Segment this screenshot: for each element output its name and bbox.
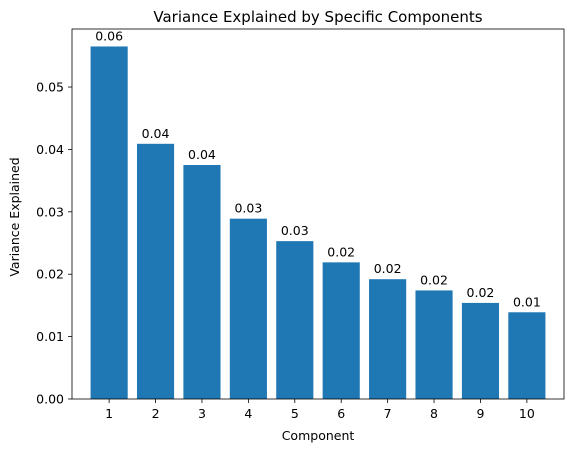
- bar-value-label: 0.03: [281, 223, 309, 238]
- y-tick-label: 0.00: [36, 392, 64, 407]
- data-labels-group: 0.06 0.04 0.04 0.03 0.03 0.02 0.02 0.02 0.02 0.01: [95, 28, 541, 309]
- x-tick-label: 2: [152, 406, 160, 421]
- x-axis-label: Component: [282, 428, 355, 443]
- x-tick-label: 3: [198, 406, 206, 421]
- y-axis-ticks: 0.00 0.01 0.02 0.03 0.04 0.05: [36, 80, 72, 407]
- bar-value-label: 0.04: [142, 126, 170, 141]
- bar: [322, 262, 360, 399]
- plot-frame: [71, 28, 565, 400]
- bar: [90, 46, 128, 399]
- bar-value-label: 0.02: [467, 285, 495, 300]
- bar-value-label: 0.02: [327, 244, 355, 259]
- y-axis-label: Variance Explained: [7, 157, 22, 276]
- bar: [136, 143, 175, 399]
- x-tick-label: 10: [519, 406, 535, 421]
- bar: [461, 302, 500, 399]
- x-tick-label: 5: [291, 406, 299, 421]
- x-tick-label: 8: [430, 406, 438, 421]
- y-tick-label: 0.05: [36, 80, 64, 95]
- bars-group: [90, 46, 546, 399]
- x-tick-label: 7: [384, 406, 392, 421]
- y-tick-label: 0.04: [36, 142, 64, 157]
- y-tick-label: 0.02: [36, 267, 64, 282]
- bar-value-label: 0.01: [513, 294, 541, 309]
- bar-value-label: 0.06: [95, 28, 123, 43]
- x-tick-label: 6: [337, 406, 345, 421]
- bar: [508, 312, 546, 399]
- chart-title: Variance Explained by Specific Component…: [153, 8, 482, 26]
- bar-value-label: 0.03: [234, 201, 262, 216]
- bar-value-label: 0.02: [420, 272, 448, 287]
- bar: [415, 290, 453, 399]
- x-axis-ticks: 1 2 3 4 5 6 7 8 9 10: [105, 399, 535, 421]
- bar: [276, 241, 314, 399]
- bar: [369, 279, 407, 399]
- bar-value-label: 0.04: [188, 147, 216, 162]
- bar: [183, 165, 221, 399]
- bar: [229, 218, 267, 399]
- y-tick-label: 0.03: [36, 204, 64, 219]
- x-tick-label: 4: [244, 406, 252, 421]
- bar-value-label: 0.02: [374, 261, 402, 276]
- x-tick-label: 9: [476, 406, 484, 421]
- y-tick-label: 0.01: [36, 329, 64, 344]
- x-tick-label: 1: [105, 406, 113, 421]
